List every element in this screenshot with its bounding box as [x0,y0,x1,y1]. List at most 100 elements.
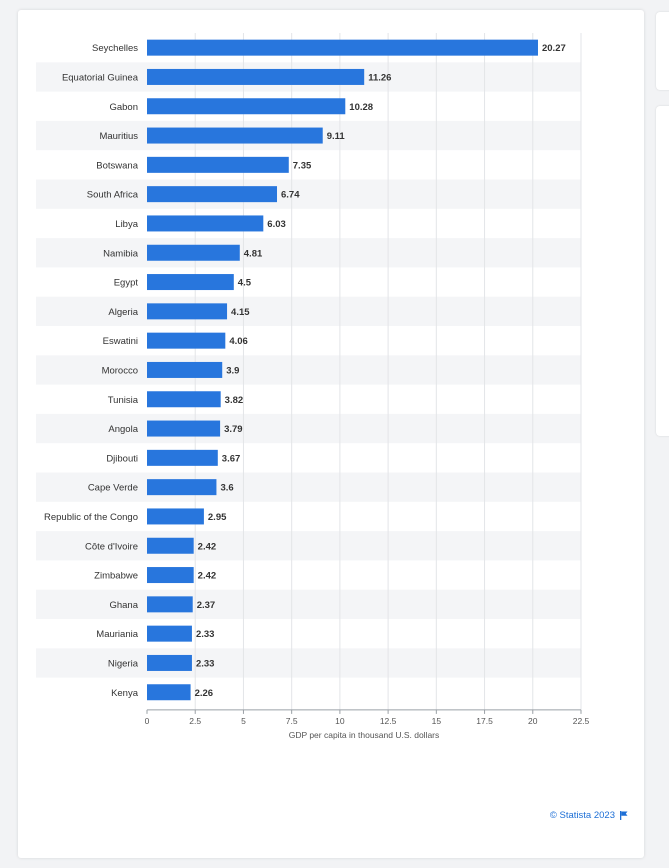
x-axis-ticks: 0 2.5 5 7.5 10 12.5 15 17.5 20 22.5 [145,709,590,726]
bar-algeria [147,303,228,320]
value-label: 10.28 [349,102,373,113]
row-band [36,472,581,502]
bar-nigeria [147,654,192,671]
bar-egypt [147,274,234,291]
category-label: Morocco [102,365,138,376]
bar-tunisia [147,391,221,408]
value-labels: 20.27 11.26 10.28 9.11 7.35 6.74 6.03 4.81 4.5 4.… [195,43,566,699]
row-band [36,589,581,619]
chart-card: Seychelles Equatorial Guinea Gabon Mauritiu… [18,10,644,858]
category-label: Libya [115,219,138,230]
category-labels: Seychelles Equatorial Guinea Gabon Mauritiu… [44,43,139,699]
category-label: Cape Verde [88,483,138,494]
value-label: 3.9 [226,365,239,376]
row-band [36,179,581,209]
bar-south-africa [147,186,278,203]
bar-ghana [147,596,193,613]
category-label: Nigeria [108,658,139,669]
category-label: Mauriania [96,629,138,640]
value-label: 4.15 [231,307,250,318]
row-band [36,413,581,444]
category-label: Seychelles [92,43,138,54]
value-label: 9.11 [327,131,346,142]
bar-eswatini [147,332,226,349]
tick-label: 20 [528,716,538,726]
category-label: South Africa [87,190,139,201]
category-label: Namibia [103,248,139,259]
value-label: 2.26 [195,688,214,699]
tick-label: 5 [241,716,246,726]
value-label: 6.74 [281,190,300,201]
value-label: 4.81 [244,248,263,259]
category-label: Republic of the Congo [44,512,138,523]
tick-label: 0 [145,716,150,726]
category-label: Zimbabwe [94,571,138,582]
side-panel-middle [656,106,669,436]
bar-equatorial-guinea [147,68,365,85]
bar-chart: Seychelles Equatorial Guinea Gabon Mauritiu… [36,33,590,740]
credit-text[interactable]: © Statista 2023 [549,810,615,821]
category-label: Eswatini [103,336,138,347]
category-label: Egypt [114,278,139,289]
bar-c-te-d-ivoire [147,537,194,554]
bar-djibouti [147,449,218,466]
value-label: 20.27 [542,43,566,54]
bar-kenya [147,684,191,701]
bar-seychelles [147,39,538,56]
bars [147,39,538,701]
value-label: 2.42 [198,541,217,552]
bar-angola [147,420,221,437]
tick-label: 22.5 [573,716,590,726]
tick-label: 17.5 [476,716,493,726]
value-label: 11.26 [368,72,391,83]
value-label: 2.95 [208,512,227,523]
tick-label: 10 [335,716,345,726]
category-label: Equatorial Guinea [62,72,139,83]
tick-label: 15 [432,716,442,726]
row-band [36,355,581,385]
category-label: Côte d'Ivoire [85,541,138,552]
category-label: Gabon [109,102,138,113]
row-bands [36,62,581,678]
value-label: 4.5 [238,278,252,289]
value-label: 3.6 [220,483,233,494]
category-label: Tunisia [108,395,139,406]
bar-libya [147,215,264,232]
bar-zimbabwe [147,567,194,584]
bar-mauritius [147,127,323,144]
bar-mauriania [147,625,192,642]
statista-credit[interactable]: © Statista 2023 [550,810,628,821]
value-label: 3.67 [222,453,241,464]
category-label: Angola [108,424,138,435]
category-label: Ghana [109,600,138,611]
value-label: 3.79 [224,424,243,435]
bar-botswana [147,156,289,173]
bar-morocco [147,361,223,378]
bar-republic-of-the-congo [147,508,204,525]
value-label: 2.33 [196,658,215,669]
value-label: 2.42 [198,571,217,582]
value-label: 2.37 [197,600,216,611]
category-label: Botswana [96,160,138,171]
row-band [36,648,581,678]
value-label: 2.33 [196,629,215,640]
flag-icon[interactable] [620,811,628,820]
value-label: 7.35 [293,160,312,171]
value-label: 3.82 [225,395,244,406]
value-label: 6.03 [267,219,286,230]
bar-namibia [147,244,240,261]
tick-label: 2.5 [189,716,201,726]
side-panel-top [656,12,669,90]
category-label: Kenya [111,688,139,699]
row-band [36,296,581,326]
bar-gabon [147,98,346,115]
category-label: Algeria [108,307,138,318]
value-label: 4.06 [229,336,248,347]
tick-label: 12.5 [380,716,397,726]
row-band [36,531,581,561]
x-axis-title: GDP per capita in thousand U.S. dollars [289,730,440,740]
tick-label: 7.5 [286,716,298,726]
row-band [36,238,581,268]
bar-cape-verde [147,479,217,496]
category-label: Djibouti [106,453,138,464]
